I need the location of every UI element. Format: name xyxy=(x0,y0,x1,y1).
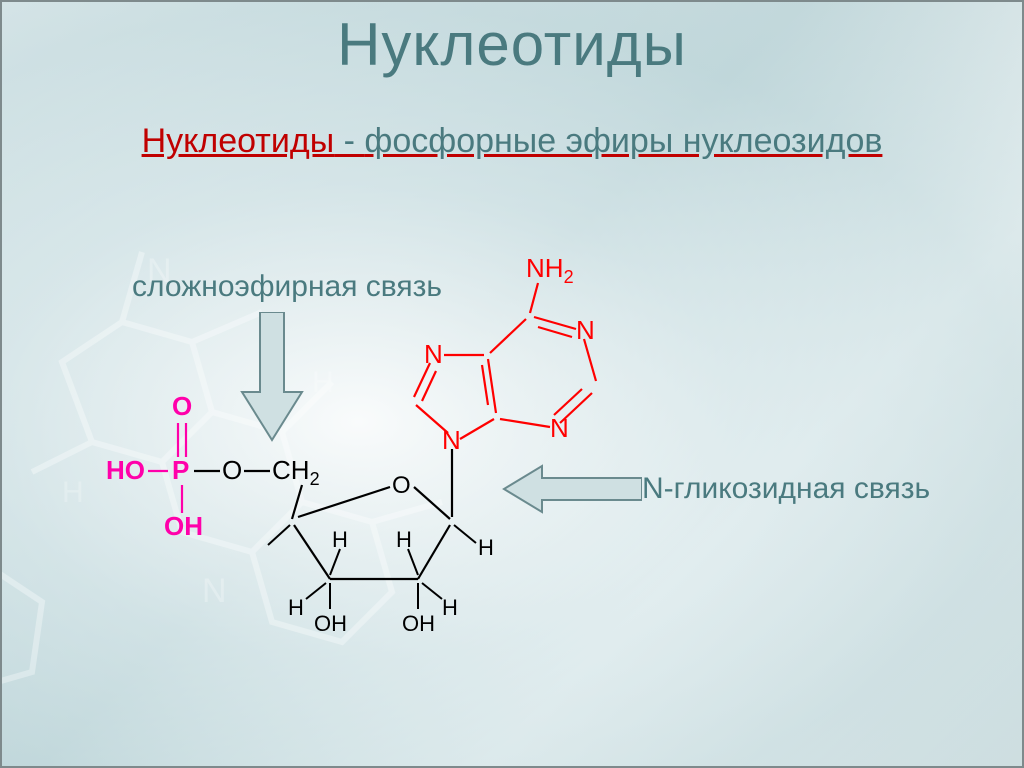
atom-N1: N xyxy=(576,315,595,345)
atom-H3u: H xyxy=(332,527,348,552)
atom-H1: H xyxy=(478,535,494,560)
label-glycosidic-bond: N-гликозидная связь xyxy=(642,472,930,506)
atom-N7: N xyxy=(424,339,443,369)
atom-OH3: OH xyxy=(314,611,347,636)
atom-O-double: O xyxy=(172,391,192,421)
atom-P: P xyxy=(172,455,189,485)
atom-CH2: CH2 xyxy=(272,455,320,489)
atom-ring-O: O xyxy=(392,472,411,499)
subtitle-sep: - xyxy=(334,122,364,160)
atom-NH2: NH2 xyxy=(526,253,574,287)
slide: N H H N Нуклеотиды Нуклеотиды - фосфорны… xyxy=(0,0,1024,768)
atom-N3: N xyxy=(550,413,569,443)
nucleotide-structure: P HO O OH O CH2 xyxy=(102,247,662,647)
subtitle-term: Нуклеотиды xyxy=(142,122,335,160)
atom-O-linker: O xyxy=(222,455,242,485)
atom-H2u: H xyxy=(396,527,412,552)
atom-OH-bottom: OH xyxy=(164,511,203,541)
atom-H2o: H xyxy=(442,595,458,620)
atom-H3o: H xyxy=(288,595,304,620)
slide-subtitle: Нуклеотиды - фосфорные эфиры нуклеозидов xyxy=(2,122,1022,161)
slide-title: Нуклеотиды xyxy=(2,10,1022,79)
svg-text:H: H xyxy=(62,476,84,509)
atom-HO: HO xyxy=(106,455,145,485)
atom-OH2: OH xyxy=(402,611,435,636)
subtitle-definition: фосфорные эфиры нуклеозидов xyxy=(364,122,882,160)
atom-N9: N xyxy=(442,425,461,455)
